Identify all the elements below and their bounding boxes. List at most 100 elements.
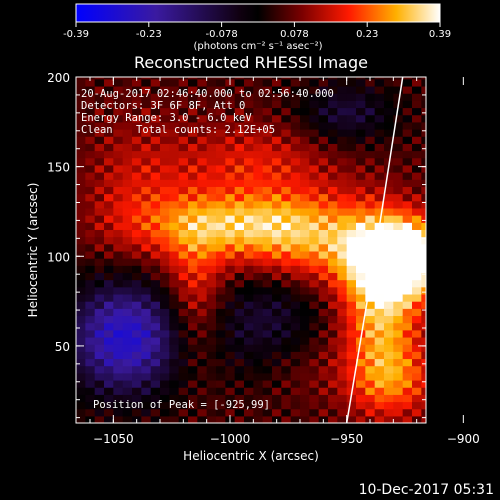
heatmap-cell xyxy=(402,358,413,367)
heatmap-cell xyxy=(113,408,124,417)
heatmap-cell xyxy=(216,207,226,216)
heatmap-cell xyxy=(421,215,426,223)
heatmap-cell xyxy=(141,186,152,195)
heatmap-cell xyxy=(94,394,105,403)
heatmap-cell xyxy=(160,85,170,94)
heatmap-cell xyxy=(337,157,348,166)
heatmap-cell xyxy=(94,308,105,317)
heatmap-cell xyxy=(197,236,208,245)
heatmap-cell xyxy=(281,186,292,195)
heatmap-cell xyxy=(206,293,217,302)
heatmap-cell xyxy=(206,272,217,281)
heatmap-cell xyxy=(402,265,413,274)
heatmap-cell xyxy=(85,272,96,281)
heatmap-cell xyxy=(141,121,152,130)
heatmap-cell xyxy=(281,114,292,123)
heatmap-cell xyxy=(234,344,245,352)
heatmap-cell xyxy=(206,322,217,331)
heatmap-cell xyxy=(234,379,245,388)
heatmap-cell xyxy=(122,85,133,94)
heatmap-cell xyxy=(206,279,217,288)
heatmap-cell xyxy=(421,315,426,324)
heatmap-cell xyxy=(346,179,357,187)
heatmap-cell xyxy=(169,78,180,87)
heatmap-cell xyxy=(309,415,320,423)
heatmap-cell xyxy=(132,379,142,388)
heatmap-cell xyxy=(253,394,264,403)
heatmap-cell xyxy=(253,172,264,180)
heatmap-cell xyxy=(290,143,301,152)
heatmap-cell xyxy=(234,114,245,123)
heatmap-cell xyxy=(206,114,217,123)
heatmap-cell xyxy=(272,336,282,345)
heatmap-cell xyxy=(374,243,385,252)
heatmap-cell xyxy=(178,93,189,101)
heatmap-cell xyxy=(374,344,385,352)
heatmap-cell xyxy=(309,286,320,295)
heatmap-cell xyxy=(150,114,161,123)
heatmap-cell xyxy=(309,136,320,144)
heatmap-cell xyxy=(178,222,189,230)
colorbar-tick-label: -0.39 xyxy=(63,29,89,40)
heatmap-cell xyxy=(384,200,394,209)
heatmap-cell xyxy=(290,379,301,388)
heatmap-cell xyxy=(346,379,357,388)
heatmap-cell xyxy=(374,329,385,338)
heatmap-cell xyxy=(141,408,152,417)
heatmap-cell xyxy=(206,286,217,295)
heatmap-cell xyxy=(262,128,273,137)
heatmap-cell xyxy=(94,164,105,173)
heatmap-cell xyxy=(290,250,301,259)
heatmap-cell xyxy=(346,329,357,338)
heatmap-cell xyxy=(412,85,422,94)
heatmap-cell xyxy=(300,279,310,288)
heatmap-cell xyxy=(374,336,385,345)
heatmap-cell xyxy=(150,258,161,266)
heatmap-cell xyxy=(281,157,292,166)
heatmap-cell xyxy=(160,415,170,423)
heatmap-cell xyxy=(281,193,292,202)
heatmap-cell xyxy=(346,358,357,367)
heatmap-cell xyxy=(76,258,86,266)
heatmap-cell xyxy=(290,258,301,266)
heatmap-cell xyxy=(393,308,404,317)
heatmap-cell xyxy=(234,136,245,144)
heatmap-cell xyxy=(337,186,348,195)
heatmap-cell xyxy=(132,344,142,352)
heatmap-cell xyxy=(356,365,366,374)
heatmap-cell xyxy=(141,365,152,374)
heatmap-cell xyxy=(225,250,236,259)
heatmap-cell xyxy=(384,100,394,109)
heatmap-cell xyxy=(300,351,310,360)
heatmap-cell xyxy=(160,336,170,345)
heatmap-cell xyxy=(421,179,426,187)
heatmap-cell xyxy=(178,164,189,173)
heatmap-cell xyxy=(412,372,422,381)
heatmap-cell xyxy=(197,351,208,360)
heatmap-cell xyxy=(318,93,329,101)
heatmap-cell xyxy=(132,93,142,101)
heatmap-cell xyxy=(169,186,180,195)
heatmap-cell xyxy=(104,394,114,403)
heatmap-cell xyxy=(393,78,404,87)
heatmap-cell xyxy=(76,279,86,288)
annotation-peak: Position of Peak = [-925,99] xyxy=(93,399,270,411)
heatmap-cell xyxy=(272,93,282,101)
heatmap-cell xyxy=(309,250,320,259)
heatmap-cell xyxy=(402,193,413,202)
heatmap-cell xyxy=(421,107,426,116)
heatmap-cell xyxy=(234,164,245,173)
heatmap-cell xyxy=(104,172,114,180)
heatmap-cell xyxy=(337,121,348,130)
heatmap-cell xyxy=(412,236,422,245)
heatmap-cell xyxy=(150,379,161,388)
heatmap-cell xyxy=(244,150,254,159)
heatmap-cell xyxy=(150,308,161,317)
heatmap-cell xyxy=(421,143,426,152)
heatmap-cell xyxy=(393,85,404,94)
heatmap-cell xyxy=(141,164,152,173)
footer-timestamp: 10-Dec-2017 05:31 xyxy=(359,482,494,498)
heatmap-cell xyxy=(141,229,152,238)
heatmap-cell xyxy=(281,301,292,309)
heatmap-cell xyxy=(216,143,226,152)
